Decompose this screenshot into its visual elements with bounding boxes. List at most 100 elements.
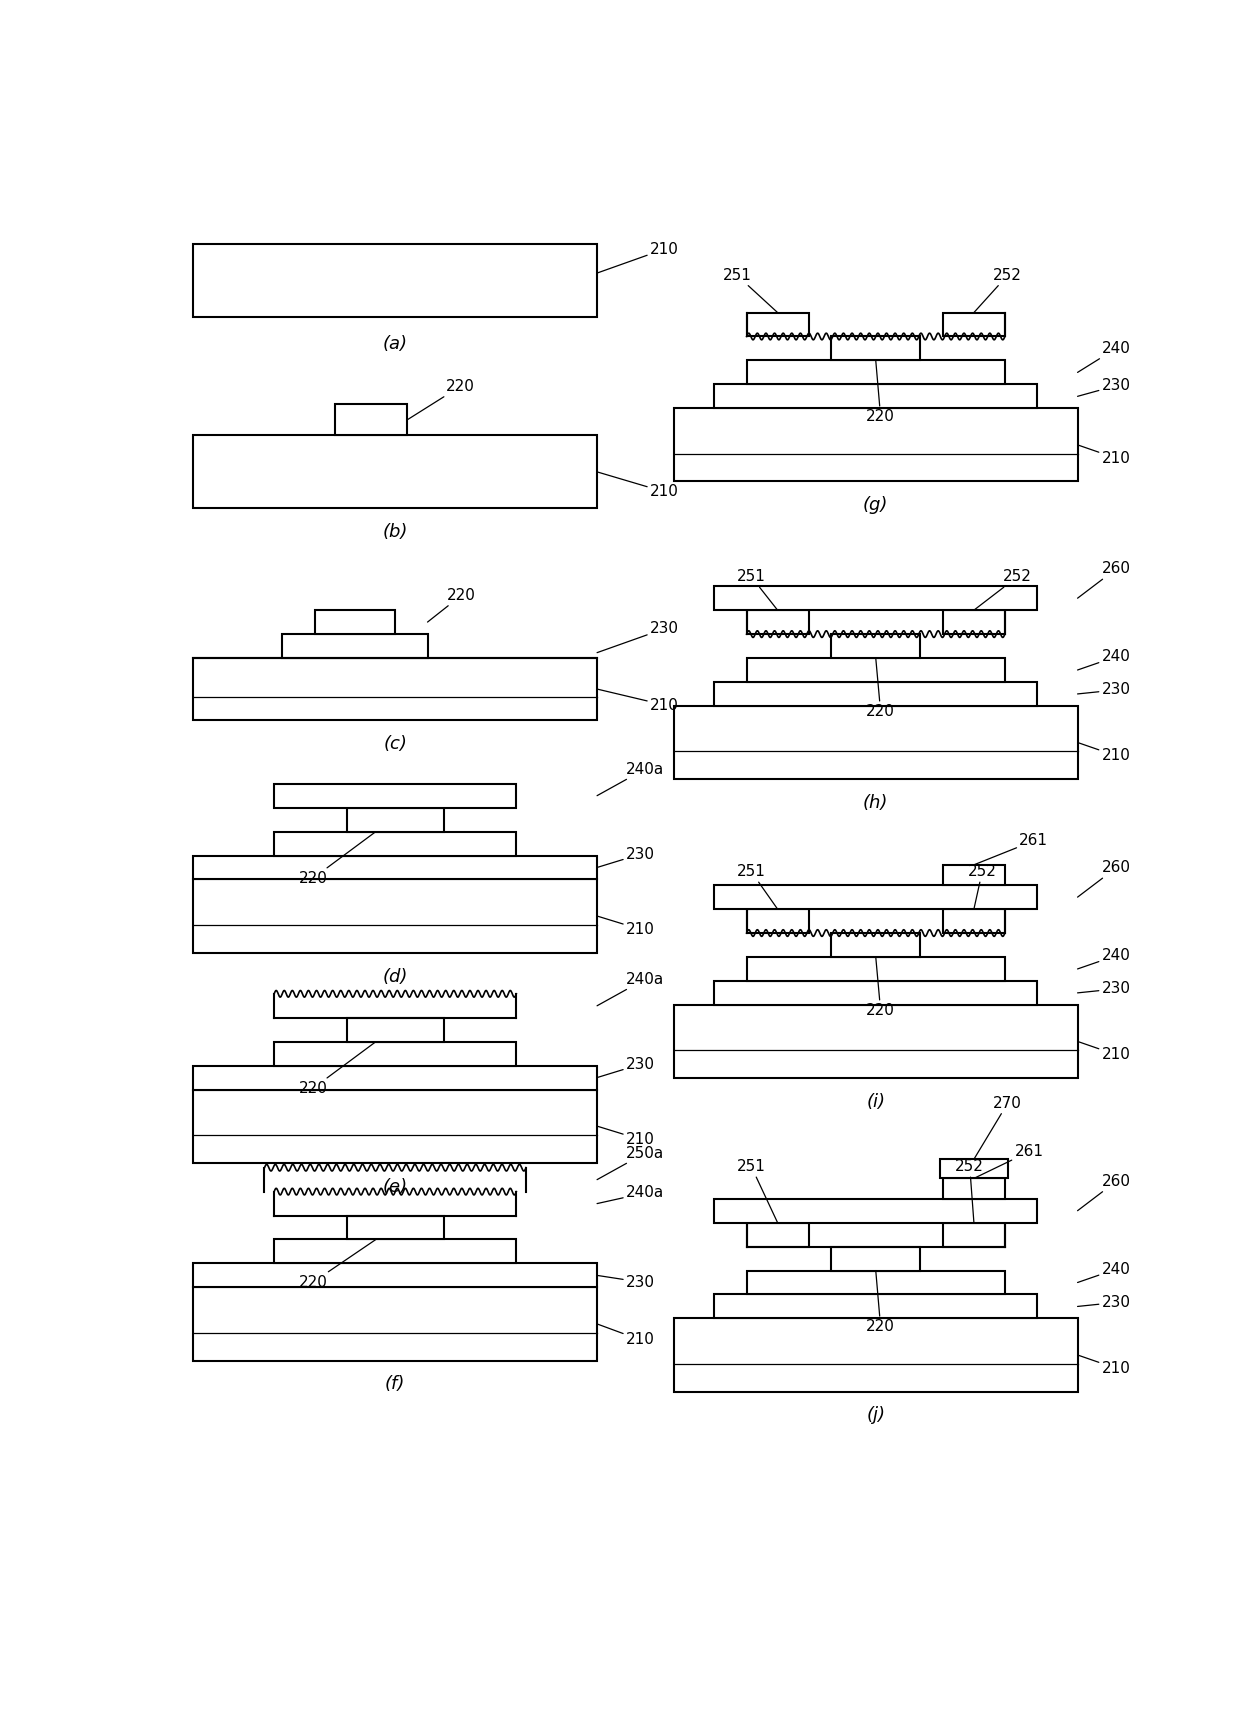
Text: 220: 220 xyxy=(408,378,475,420)
Text: 210: 210 xyxy=(1078,1041,1131,1062)
Bar xyxy=(746,957,1004,981)
Text: 240a: 240a xyxy=(596,972,665,1005)
Bar xyxy=(942,1178,1004,1199)
Text: 270: 270 xyxy=(973,1097,1022,1159)
Text: 230: 230 xyxy=(1078,1295,1131,1311)
Bar xyxy=(315,610,396,634)
Text: 250a: 250a xyxy=(596,1145,665,1180)
Bar xyxy=(675,706,1078,779)
Bar xyxy=(193,855,598,879)
Text: 210: 210 xyxy=(596,1126,655,1147)
Text: 251: 251 xyxy=(737,865,777,908)
Text: 260: 260 xyxy=(1078,1174,1131,1211)
Bar xyxy=(940,1159,1008,1178)
Bar xyxy=(274,832,516,855)
Text: 210: 210 xyxy=(596,242,678,273)
Bar xyxy=(335,404,408,435)
Bar xyxy=(193,1264,598,1287)
Bar xyxy=(714,1295,1037,1318)
Text: 251: 251 xyxy=(723,268,777,313)
Bar xyxy=(942,313,1004,337)
Text: 230: 230 xyxy=(596,622,680,653)
Bar xyxy=(193,879,598,953)
Bar xyxy=(274,1041,516,1066)
Text: 230: 230 xyxy=(596,1275,655,1290)
Text: 261: 261 xyxy=(973,1145,1044,1178)
Text: 220: 220 xyxy=(866,658,895,718)
Bar xyxy=(942,865,1004,886)
Bar xyxy=(714,1199,1037,1223)
Text: 220: 220 xyxy=(866,1271,895,1333)
Text: (b): (b) xyxy=(383,523,408,541)
Bar xyxy=(675,1318,1078,1392)
Bar xyxy=(347,1216,444,1240)
Text: 260: 260 xyxy=(1078,561,1131,598)
Text: 210: 210 xyxy=(596,1325,655,1347)
Text: (c): (c) xyxy=(383,736,407,753)
Text: 252: 252 xyxy=(973,268,1022,313)
Bar xyxy=(193,244,598,318)
Bar xyxy=(675,408,1078,482)
Text: 240: 240 xyxy=(1078,649,1131,670)
Text: (a): (a) xyxy=(383,335,408,352)
Text: 230: 230 xyxy=(596,846,655,867)
Bar xyxy=(714,886,1037,908)
Text: 230: 230 xyxy=(1078,378,1131,395)
Text: 220: 220 xyxy=(299,1041,376,1095)
Bar xyxy=(675,1005,1078,1078)
Text: 230: 230 xyxy=(1078,682,1131,698)
Text: 240a: 240a xyxy=(596,1185,665,1204)
Bar xyxy=(831,1247,920,1271)
Bar xyxy=(714,585,1037,610)
Text: 220: 220 xyxy=(866,957,895,1017)
Bar xyxy=(831,634,920,658)
Bar xyxy=(347,808,444,832)
Text: 220: 220 xyxy=(299,1240,376,1290)
Bar xyxy=(193,1287,598,1361)
Bar xyxy=(193,1090,598,1162)
Text: 220: 220 xyxy=(866,361,895,423)
Bar xyxy=(746,1223,808,1247)
Text: 210: 210 xyxy=(596,689,678,713)
Text: (e): (e) xyxy=(383,1178,408,1195)
Text: 252: 252 xyxy=(967,865,997,908)
Bar xyxy=(831,933,920,957)
Bar xyxy=(274,1240,516,1264)
Bar xyxy=(274,784,516,808)
Bar xyxy=(193,1066,598,1090)
Bar xyxy=(746,908,808,933)
Bar xyxy=(347,1017,444,1041)
Text: 251: 251 xyxy=(737,1159,777,1223)
Bar xyxy=(942,908,1004,933)
Text: (h): (h) xyxy=(863,794,888,812)
Text: 210: 210 xyxy=(596,471,678,499)
Text: 240: 240 xyxy=(1078,1262,1131,1283)
Text: 230: 230 xyxy=(1078,981,1131,996)
Text: 240a: 240a xyxy=(596,762,665,796)
Bar xyxy=(831,337,920,361)
Bar xyxy=(193,435,598,508)
Text: 210: 210 xyxy=(596,915,655,936)
Text: (g): (g) xyxy=(863,496,888,515)
Text: 210: 210 xyxy=(1078,743,1131,763)
Text: 251: 251 xyxy=(737,570,777,610)
Text: 210: 210 xyxy=(1078,446,1131,466)
Bar xyxy=(714,385,1037,408)
Bar xyxy=(942,610,1004,634)
Bar xyxy=(746,361,1004,385)
Bar xyxy=(283,634,428,658)
Text: 252: 252 xyxy=(973,570,1032,610)
Bar xyxy=(746,610,808,634)
Text: 260: 260 xyxy=(1078,860,1131,896)
Text: 220: 220 xyxy=(299,832,376,886)
Text: 220: 220 xyxy=(428,587,476,622)
Text: (f): (f) xyxy=(386,1375,405,1394)
Bar xyxy=(746,1271,1004,1295)
Bar xyxy=(193,658,598,720)
Bar xyxy=(746,658,1004,682)
Text: 240: 240 xyxy=(1078,948,1131,969)
Bar xyxy=(746,313,808,337)
Bar xyxy=(714,682,1037,706)
Text: (d): (d) xyxy=(383,967,408,986)
Bar xyxy=(942,1223,1004,1247)
